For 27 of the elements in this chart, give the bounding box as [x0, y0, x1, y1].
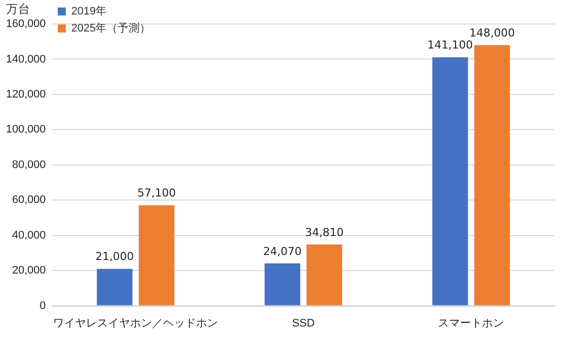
y-tick-label: 160,000	[6, 18, 46, 30]
y-axis-title: 万台	[6, 1, 30, 18]
y-tick-label: 0	[40, 300, 46, 312]
data-label: 24,070	[263, 244, 302, 258]
y-tick-label: 40,000	[12, 229, 46, 242]
y-tick-label: 60,000	[12, 194, 46, 206]
y-tick-label: 100,000	[6, 124, 46, 136]
bar	[96, 268, 132, 306]
bar	[264, 263, 300, 306]
y-tick-label: 140,000	[6, 53, 46, 66]
y-tick-label: 80,000	[12, 158, 46, 171]
legend-label: 2019年	[71, 6, 107, 18]
data-label: 148,000	[469, 26, 515, 40]
bar	[138, 205, 174, 306]
bar	[306, 244, 342, 306]
data-label: 141,100	[427, 38, 473, 52]
bar	[432, 57, 468, 306]
y-tick-label: 20,000	[12, 264, 46, 277]
y-tick-label: 120,000	[6, 88, 46, 100]
legend-label: 2025年（予測）	[71, 22, 151, 35]
data-label: 34,810	[305, 226, 344, 239]
x-tick-label: スマートホン	[438, 317, 504, 330]
data-label: 21,000	[95, 250, 134, 264]
bar	[474, 45, 510, 306]
data-label: 57,100	[137, 186, 176, 200]
x-tick-label: ワイヤレスイヤホン／ヘッドホン	[53, 317, 218, 330]
x-tick-label: SSD	[292, 317, 315, 330]
